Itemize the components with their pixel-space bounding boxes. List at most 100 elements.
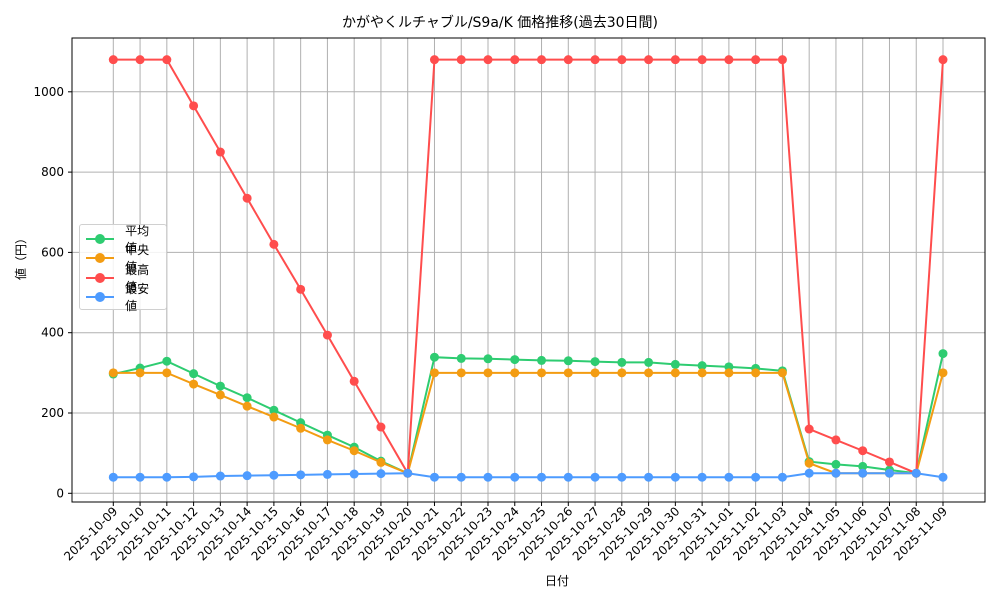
data-point: [162, 55, 172, 65]
data-point: [269, 239, 279, 249]
data-point: [189, 379, 199, 389]
data-point: [322, 469, 332, 479]
data-point: [724, 472, 734, 482]
data-point: [349, 376, 359, 386]
legend-item-average: 平均値: [86, 224, 160, 255]
data-point: [429, 368, 439, 378]
data-point: [563, 356, 573, 366]
data-point: [162, 356, 172, 366]
legend-marker-icon: [86, 292, 114, 303]
data-point: [215, 147, 225, 157]
data-point: [429, 55, 439, 65]
data-point: [670, 359, 680, 369]
data-point: [617, 357, 627, 367]
data-point: [376, 422, 386, 432]
data-point: [510, 368, 520, 378]
y-axis-ticks: 0 200 400 600 800 1000: [33, 85, 72, 500]
legend-marker-icon: [86, 253, 114, 264]
data-point: [242, 401, 252, 411]
data-point: [269, 470, 279, 480]
data-point: [617, 472, 627, 482]
data-point: [563, 55, 573, 65]
data-point: [777, 55, 787, 65]
data-point: [510, 355, 520, 365]
data-point: [483, 368, 493, 378]
data-point: [537, 55, 547, 65]
data-point: [322, 330, 332, 340]
data-point: [858, 461, 868, 471]
data-point: [777, 368, 787, 378]
data-series: [108, 55, 948, 482]
y-axis-label: 値（円）: [14, 231, 28, 280]
data-point: [269, 412, 279, 422]
data-point: [590, 55, 600, 65]
data-point: [242, 393, 252, 403]
data-point: [644, 357, 654, 367]
series-line: [108, 368, 948, 478]
data-point: [376, 457, 386, 467]
data-point: [456, 472, 466, 482]
legend-item-median: 中央値: [86, 243, 160, 274]
data-point: [162, 368, 172, 378]
data-point: [429, 472, 439, 482]
data-point: [751, 368, 761, 378]
data-point: [697, 55, 707, 65]
legend-marker-icon: [86, 272, 114, 283]
data-point: [563, 472, 573, 482]
data-point: [456, 368, 466, 378]
data-point: [858, 468, 868, 478]
data-point: [831, 459, 841, 469]
data-point: [135, 368, 145, 378]
data-point: [215, 390, 225, 400]
grid-lines: [72, 38, 985, 502]
data-point: [296, 284, 306, 294]
data-point: [590, 472, 600, 482]
data-point: [456, 353, 466, 363]
data-point: [670, 55, 680, 65]
data-point: [751, 55, 761, 65]
data-point: [617, 368, 627, 378]
data-point: [456, 55, 466, 65]
y-tick-label: 200: [41, 406, 64, 420]
data-point: [777, 472, 787, 482]
data-point: [697, 472, 707, 482]
data-point: [108, 368, 118, 378]
data-point: [938, 349, 948, 359]
data-point: [429, 352, 439, 362]
data-point: [189, 472, 199, 482]
data-point: [510, 472, 520, 482]
data-point: [644, 368, 654, 378]
data-point: [242, 193, 252, 203]
data-point: [884, 457, 894, 467]
data-point: [403, 468, 413, 478]
data-point: [858, 446, 868, 456]
data-point: [938, 368, 948, 378]
data-point: [670, 472, 680, 482]
x-axis-ticks: 2025-10-092025-10-102025-10-112025-10-12…: [61, 502, 950, 563]
data-point: [831, 468, 841, 478]
y-tick-label: 400: [41, 326, 64, 340]
data-point: [644, 472, 654, 482]
data-point: [537, 368, 547, 378]
data-point: [617, 55, 627, 65]
data-point: [296, 470, 306, 480]
data-point: [751, 472, 761, 482]
data-point: [884, 468, 894, 478]
y-tick-label: 800: [41, 165, 64, 179]
data-point: [724, 368, 734, 378]
y-tick-label: 600: [41, 245, 64, 259]
data-point: [296, 423, 306, 433]
series-line: [108, 468, 948, 482]
data-point: [483, 472, 493, 482]
data-point: [215, 381, 225, 391]
legend-marker-icon: [86, 233, 114, 244]
data-point: [644, 55, 654, 65]
data-point: [135, 472, 145, 482]
data-point: [135, 55, 145, 65]
data-point: [510, 55, 520, 65]
axes-frame: [71, 37, 986, 503]
data-point: [831, 435, 841, 445]
data-point: [537, 355, 547, 365]
data-point: [804, 458, 814, 468]
x-axis-label: 日付: [544, 574, 569, 588]
